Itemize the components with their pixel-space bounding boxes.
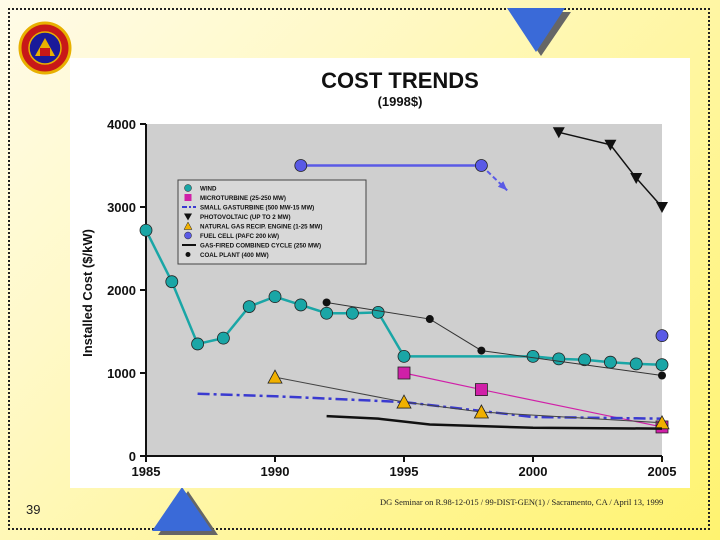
natural_gas_recip-point — [267, 369, 283, 384]
legend-label: MICROTURBINE (25-250 MW) — [200, 195, 286, 202]
legend-label: COAL PLANT (400 MW) — [200, 252, 269, 259]
fuel_cell-point — [474, 159, 488, 172]
x-tick-label: 2000 — [519, 464, 548, 479]
fuel_cell_2005-point — [655, 329, 669, 343]
legend-label: NATURAL GAS RECIP. ENGINE (1-25 MW) — [200, 224, 322, 231]
wind-point — [526, 349, 540, 363]
legend-swatch — [185, 252, 191, 257]
wind-point — [371, 306, 385, 319]
wind-point — [191, 337, 204, 351]
cost-trends-chart: COST TRENDS (1998$) Installed Cost ($/kW… — [70, 58, 690, 488]
legend-swatch — [184, 231, 192, 240]
wind-point — [216, 331, 230, 345]
legend-swatch — [184, 184, 192, 192]
photovoltaic-point — [630, 172, 643, 184]
seal-logo-icon — [18, 21, 72, 75]
photovoltaic-point — [604, 139, 617, 151]
microturbine-point — [397, 366, 411, 380]
x-tick-label: 2005 — [648, 464, 677, 479]
wind-point — [242, 300, 256, 314]
y-tick-label: 3000 — [107, 200, 136, 215]
coal-point — [477, 346, 486, 355]
y-tick-label: 1000 — [107, 366, 136, 381]
wind-point — [139, 223, 153, 237]
coal-point — [322, 298, 331, 307]
wind-point — [604, 355, 617, 369]
x-tick-label: 1990 — [261, 464, 290, 479]
fuel-cell-arrow-line — [480, 164, 508, 192]
legend-label: GAS-FIRED COMBINED CYCLE (250 MW) — [200, 243, 321, 250]
wind-point — [629, 357, 643, 371]
chart-subtitle: (1998$) — [378, 94, 423, 109]
legend-label: WIND — [200, 186, 217, 193]
footer-text: DG Seminar on R.98-12-015 / 99-DIST-GEN(… — [380, 497, 664, 507]
y-tick-label: 0 — [129, 449, 136, 464]
natural_gas_recip-point — [396, 394, 412, 409]
wind-point — [655, 358, 669, 372]
wind-point — [578, 353, 591, 367]
coal-line — [326, 301, 663, 376]
y-tick-label: 4000 — [107, 117, 136, 132]
combined-cycle-line — [326, 414, 663, 430]
wind-point — [268, 290, 282, 304]
legend: WIND MICROTURBINE (25-250 MW) SMALL GASTUR… — [177, 179, 367, 265]
chart-title: COST TRENDS — [321, 68, 479, 93]
fuel-cell-arrowhead — [497, 181, 508, 191]
triangle-down-decoration — [507, 8, 571, 56]
microturbine-point — [474, 383, 488, 397]
photovoltaic-point — [656, 202, 668, 213]
y-tick-label: 2000 — [107, 283, 136, 298]
slide-number: 39 — [26, 502, 41, 517]
legend-swatch — [184, 213, 192, 221]
coal-point — [425, 315, 434, 324]
natural_gas_recip-point — [654, 414, 670, 430]
triangle-up-decoration — [152, 487, 218, 535]
legend-label: PHOTOVOLTAIC (UP TO 2 MW) — [200, 214, 291, 221]
y-axis-label: Installed Cost ($/kW) — [80, 229, 95, 357]
coal-point — [658, 371, 666, 380]
slide-frame — [8, 8, 710, 530]
legend-swatch — [183, 221, 193, 230]
wind-point — [552, 352, 566, 366]
wind-point — [397, 349, 411, 363]
wind-point — [294, 298, 308, 312]
legend-label: SMALL GASTURBINE (500 MW-15 MW) — [200, 205, 314, 212]
x-tick-label: 1985 — [132, 464, 161, 479]
legend-box — [177, 179, 367, 265]
wind-point — [320, 306, 334, 320]
natural-gas-recip-line — [274, 376, 663, 424]
natural_gas_recip-point — [473, 404, 490, 419]
legend-swatch — [184, 194, 192, 201]
x-tick-label: 1995 — [390, 464, 419, 479]
wind-point — [345, 306, 359, 320]
fuel_cell-point — [294, 159, 308, 172]
wind-point — [165, 275, 179, 289]
legend-label: FUEL CELL (PAFC 200 kW) — [200, 233, 279, 240]
photovoltaic-point — [552, 127, 565, 139]
photovoltaic-line — [558, 131, 663, 208]
